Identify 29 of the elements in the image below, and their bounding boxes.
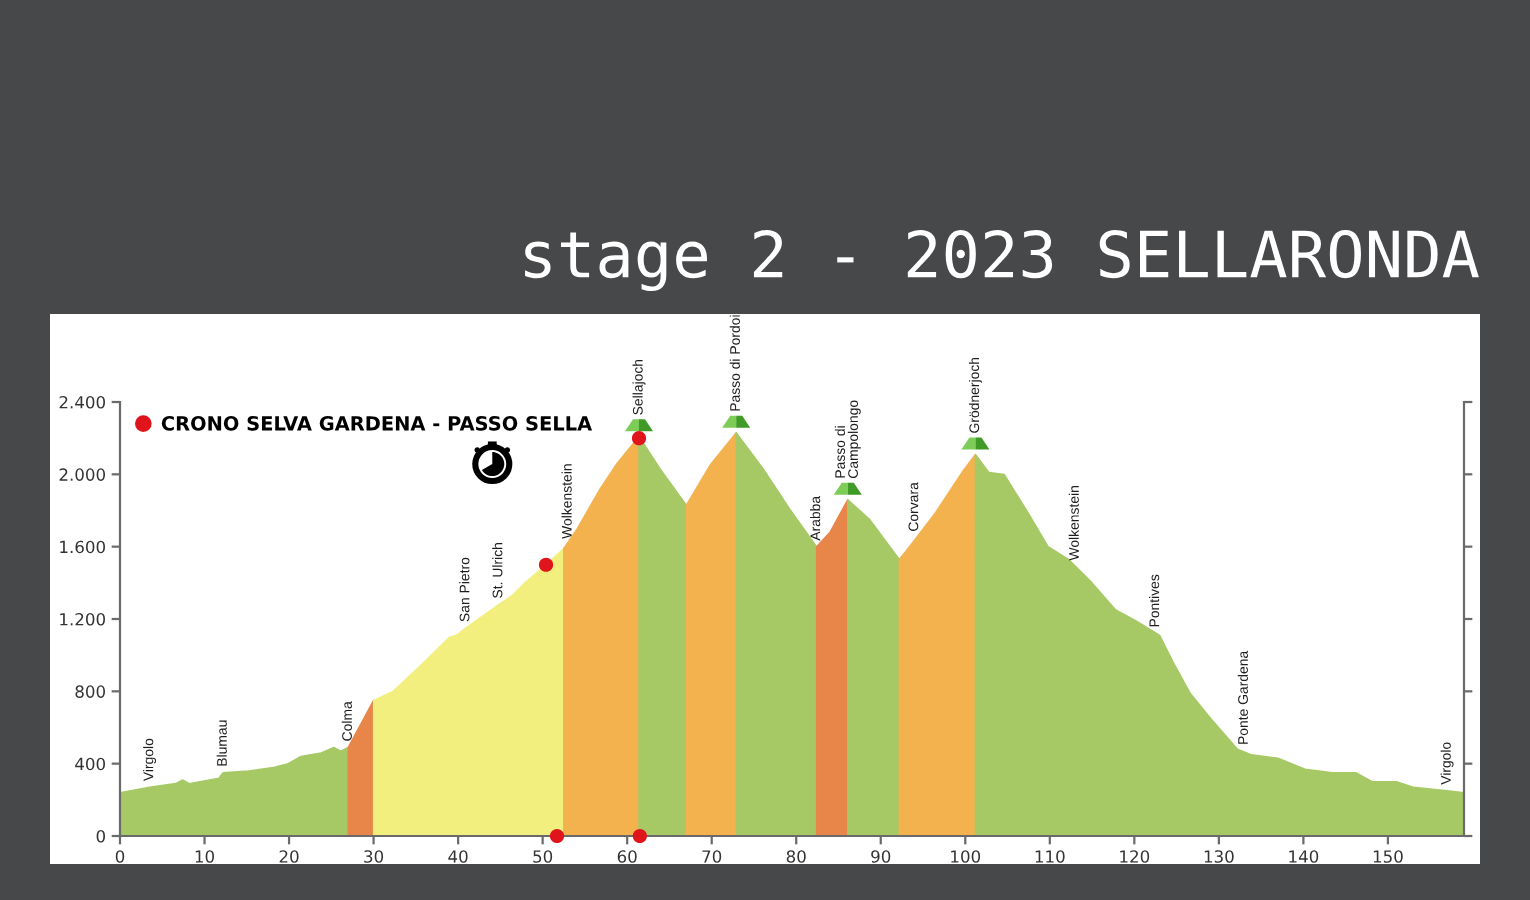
y-tick-label: 400 [75, 757, 105, 771]
x-tick-label: 60 [617, 850, 637, 863]
x-tick-label: 0 [115, 850, 125, 863]
y-tick-label: 800 [75, 685, 105, 698]
x-tick-label: 30 [364, 850, 384, 863]
legend-label: CRONO SELVA GARDENA - PASSO SELLA [161, 415, 593, 431]
x-tick-label: 70 [702, 850, 722, 863]
x-tick-label: 120 [1120, 850, 1150, 863]
y-tick-label: 1.200 [60, 612, 105, 626]
x-tick-label: 40 [448, 850, 468, 863]
point [632, 828, 647, 844]
x-tick-label: 20 [279, 850, 299, 863]
y-tick-label: 1.600 [60, 540, 105, 554]
y-tick-label: 0 [96, 829, 105, 843]
point [631, 431, 647, 446]
x-tick-label: 110 [1035, 850, 1065, 863]
x-tick-label: 80 [786, 850, 806, 863]
y-tick-label: 2.000 [59, 468, 105, 481]
x-tick-label: 130 [1204, 850, 1234, 863]
x-tick-label: 100 [951, 850, 981, 863]
chart-title: stage 2 - 2023 SELLARONDA [525, 229, 1479, 292]
x-tick-label: 10 [195, 850, 215, 863]
x-tick-label: 50 [533, 850, 553, 863]
x-tick-label: 150 [1373, 850, 1403, 863]
x-tick-label: 90 [871, 850, 891, 863]
x-tick-label: 140 [1289, 850, 1319, 863]
point [549, 828, 565, 844]
point [538, 557, 554, 572]
y-tick-label: 2.400 [59, 395, 105, 409]
